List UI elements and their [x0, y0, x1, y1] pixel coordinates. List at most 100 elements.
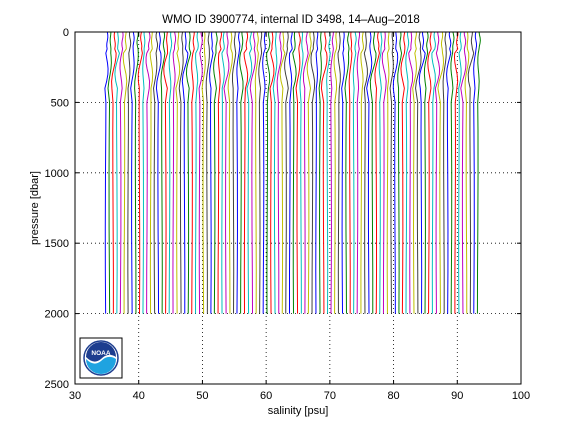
profile-line	[178, 31, 184, 314]
profile-line	[389, 31, 394, 314]
profile-line	[239, 31, 244, 314]
profile-line	[366, 31, 373, 314]
x-tick-label: 60	[260, 390, 272, 402]
profile-line	[221, 31, 225, 314]
profile-line	[333, 31, 338, 314]
profile-line	[288, 31, 293, 314]
y-tick-label: 2500	[45, 379, 69, 391]
profile-line	[104, 31, 109, 314]
profile-line	[378, 31, 383, 314]
y-tick-label: 2000	[45, 309, 69, 321]
x-tick-label: 50	[196, 390, 208, 402]
profile-line	[423, 31, 429, 314]
profile-line	[295, 31, 301, 314]
profile-line	[153, 31, 159, 314]
y-tick-labels: 0 500 1000 1500 2000 2500	[45, 27, 69, 391]
profile-line	[467, 31, 475, 314]
profile-line	[209, 31, 214, 314]
profile-line	[415, 31, 422, 314]
logo-water	[86, 356, 116, 374]
x-tick-labels: 30 40 50 60 70 80 90 100	[69, 390, 530, 402]
profile-line	[163, 31, 169, 314]
profile-line	[386, 31, 390, 314]
profile-line	[464, 31, 470, 314]
profile-line	[130, 31, 135, 314]
profile-line	[437, 31, 445, 314]
profile-line	[320, 31, 328, 314]
profile-line	[405, 31, 410, 314]
profile-line	[217, 31, 222, 314]
profile-line	[122, 31, 128, 314]
chart-title: WMO ID 3900774, internal ID 3498, 14–Aug…	[162, 14, 420, 26]
profile-line	[302, 31, 309, 314]
profile-line	[363, 32, 368, 314]
logo-sky	[86, 342, 116, 362]
profile-line	[114, 31, 120, 314]
profile-line	[195, 31, 199, 314]
profile-line	[299, 31, 304, 314]
profile-line	[272, 31, 278, 314]
profile-line	[107, 31, 112, 314]
profile-line	[453, 31, 459, 314]
profile-line	[243, 31, 249, 314]
profile-line	[111, 31, 117, 314]
profile-line	[149, 31, 154, 314]
profile-line	[352, 31, 357, 314]
profile-line	[175, 31, 181, 314]
x-axis-label: salinity [psu]	[268, 405, 329, 417]
profile-line	[442, 31, 447, 314]
profile-line	[374, 31, 380, 314]
profile-line	[168, 31, 173, 314]
profile-line	[284, 31, 289, 314]
ticks	[74, 31, 522, 385]
plot-area	[75, 32, 521, 384]
x-tick-label: 100	[512, 390, 530, 402]
profile-line	[198, 31, 203, 314]
x-tick-label: 90	[451, 390, 463, 402]
profile-line	[400, 31, 406, 314]
profile-line	[236, 31, 241, 314]
grid	[75, 32, 521, 384]
x-tick-label: 70	[324, 390, 336, 402]
profile-line	[172, 31, 177, 314]
profile-line	[249, 31, 256, 314]
profile-line	[397, 31, 403, 314]
profile-line	[381, 31, 387, 314]
profile-line	[310, 31, 316, 314]
x-tick-label: 40	[133, 390, 145, 402]
y-axis-label: pressure [dbar]	[29, 171, 41, 245]
y-tick-label: 500	[51, 97, 69, 109]
profile-line	[326, 31, 331, 314]
profile-line	[185, 31, 192, 314]
x-tick-label: 80	[387, 390, 399, 402]
profile-line	[160, 31, 166, 314]
profile-line	[292, 31, 297, 314]
profile-line	[427, 31, 432, 314]
profile-line	[431, 31, 436, 314]
profiles	[104, 31, 481, 314]
profile-line	[181, 31, 189, 314]
profile-line	[473, 31, 478, 314]
profile-line	[337, 31, 341, 314]
profile-line	[315, 31, 319, 314]
profile-line	[205, 31, 210, 314]
profile-line	[266, 31, 271, 314]
profile-line	[145, 31, 151, 314]
profile-line	[392, 31, 399, 314]
profile-line	[134, 31, 139, 314]
profile-line	[201, 31, 206, 314]
profile-line	[246, 31, 253, 314]
profile-line	[318, 31, 322, 314]
y-tick-label: 1500	[45, 238, 69, 250]
plot-frame	[74, 31, 522, 385]
x-tick-label: 30	[69, 390, 81, 402]
profile-line	[191, 31, 195, 314]
profile-line	[231, 31, 237, 314]
profile-line	[279, 31, 286, 314]
profile-line	[258, 31, 263, 314]
profile-line	[262, 31, 266, 314]
profile-line	[276, 31, 283, 314]
profile-line	[418, 31, 426, 314]
profile-line	[137, 31, 143, 314]
profile-line	[476, 31, 481, 314]
